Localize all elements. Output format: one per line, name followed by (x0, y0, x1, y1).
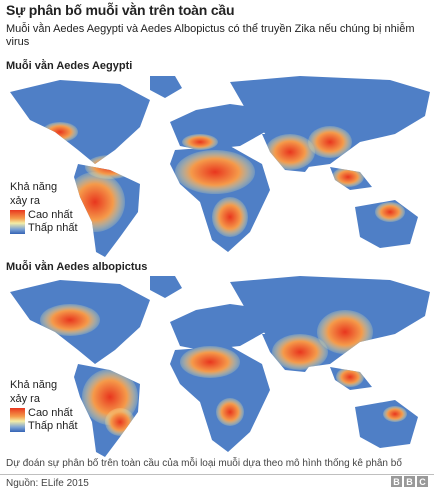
map-caption: Dự đoán sự phân bố trên toàn cầu của mỗi… (6, 458, 402, 469)
source-credit: Nguồn: ELife 2015 (6, 478, 89, 489)
page-title: Sự phân bố muỗi vằn trên toàn cầu (6, 2, 235, 18)
bbc-logo: B B C (391, 476, 428, 487)
legend-high-label: Cao nhất (28, 209, 73, 221)
legend-low-label: Thấp nhất (28, 420, 78, 432)
legend-title-line2: xảy ra (10, 393, 40, 405)
legend-high-label: Cao nhất (28, 407, 73, 419)
map-heading-albopictus: Muỗi vằn Aedes albopictus (6, 261, 148, 273)
legend-title-line1: Khả năng (10, 379, 58, 391)
footer-divider (0, 474, 434, 475)
bbc-logo-letter: B (391, 476, 402, 487)
legend-aegypti: Khả năng xảy ra Cao nhất Thấp nhất (10, 180, 90, 236)
legend-albopictus: Khả năng xảy ra Cao nhất Thấp nhất (10, 378, 90, 434)
page-subtitle: Muỗi vằn Aedes Aegypti và Aedes Albopict… (6, 23, 415, 48)
bbc-logo-letter: B (404, 476, 415, 487)
legend-title-line2: xảy ra (10, 195, 40, 207)
legend-color-scale (10, 408, 25, 432)
world-map-aegypti (10, 76, 430, 257)
legend-title-line1: Khả năng (10, 181, 58, 193)
map-heading-aegypti: Muỗi vằn Aedes Aegypti (6, 60, 133, 72)
bbc-logo-letter: C (417, 476, 428, 487)
legend-low-label: Thấp nhất (28, 222, 78, 234)
legend-color-scale (10, 210, 25, 234)
world-map-albopictus (10, 276, 430, 457)
